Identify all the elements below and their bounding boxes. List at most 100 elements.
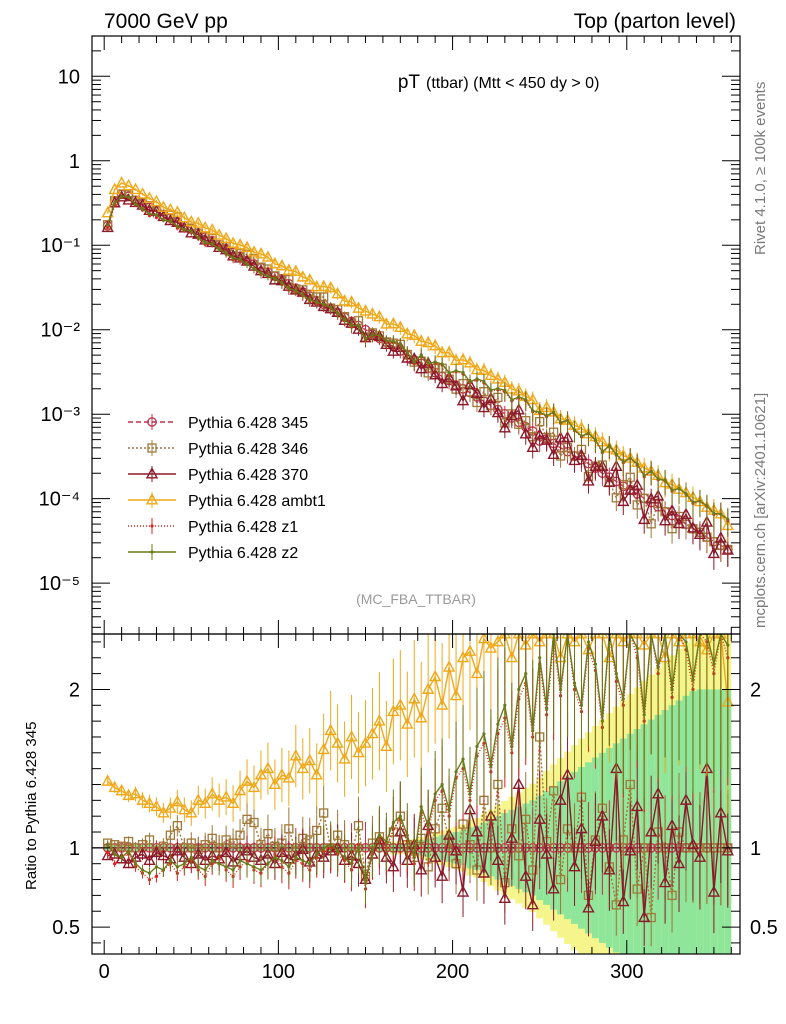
data-point (240, 240, 254, 253)
data-point (373, 309, 386, 322)
data-point (512, 403, 525, 415)
data-point (268, 256, 282, 269)
ratio-data-point (224, 865, 228, 869)
ratio-data-point (517, 687, 521, 692)
ratio-data-point (144, 835, 155, 845)
series-line (107, 182, 729, 526)
ratio-data-point (147, 871, 152, 875)
data-point (461, 370, 465, 375)
data-point (294, 288, 298, 293)
data-point (422, 335, 435, 348)
data-point (589, 459, 602, 472)
data-point (164, 213, 177, 226)
data-point (519, 427, 532, 439)
ratio-tick-label-right: 2 (750, 679, 761, 701)
data-point (408, 328, 421, 341)
ratio-data-point (331, 736, 344, 748)
data-point (164, 202, 177, 215)
ratio-data-point (322, 846, 326, 850)
ratio-data-point (324, 723, 337, 736)
ratio-data-point (233, 783, 247, 796)
data-point (331, 286, 344, 299)
ratio-data-point (442, 660, 456, 672)
ratio-data-point (691, 678, 695, 682)
ratio-data-point (435, 869, 449, 881)
legend-entry: Pythia 6.428 ambt1 (128, 492, 326, 510)
ratio-data-point (667, 890, 677, 901)
data-point (157, 200, 170, 212)
data-point (259, 271, 263, 275)
ratio-data-point (171, 844, 184, 856)
ratio-data-point (561, 768, 574, 780)
data-point (106, 223, 110, 227)
data-point (498, 421, 512, 433)
ratio-data-point (282, 771, 296, 783)
data-point (593, 438, 598, 442)
ratio-data-point (140, 868, 145, 872)
data-point (684, 491, 688, 496)
ratio-data-point (315, 852, 319, 856)
ratio-data-point (528, 865, 538, 875)
data-point (558, 420, 563, 424)
data-point (349, 323, 354, 328)
data-point (212, 228, 226, 240)
ratio-data-point (123, 836, 134, 847)
ratio-data-point (398, 814, 402, 818)
data-point (600, 450, 604, 454)
ratio-series-line (107, 634, 729, 883)
ratio-data-point (287, 865, 291, 869)
ratio-data-point (345, 729, 358, 742)
data-point (224, 251, 228, 255)
ratio-data-point (175, 865, 179, 869)
data-point (252, 267, 256, 271)
data-point (517, 395, 521, 399)
series-pythia-6-428-z2 (106, 195, 730, 537)
data-point (547, 447, 560, 460)
legend-label: Pythia 6.428 z2 (188, 545, 298, 562)
ratio-data-point (200, 840, 210, 850)
data-point (308, 298, 312, 302)
ratio-data-point (505, 650, 518, 663)
x-tick-label: 200 (436, 961, 469, 983)
ratio-data-point (419, 805, 423, 809)
data-point (428, 367, 442, 380)
ratio-data-point (150, 799, 163, 812)
ratio-data-point (182, 862, 186, 866)
ratio-data-point (192, 793, 205, 805)
ratio-data-point (721, 844, 734, 856)
data-point (280, 281, 284, 285)
data-point (548, 427, 559, 437)
data-point (199, 221, 212, 233)
ratio-data-point (231, 868, 235, 872)
data-point (670, 488, 674, 492)
data-point (175, 224, 179, 228)
data-point (449, 379, 463, 391)
ratio-data-point (672, 856, 686, 869)
ratio-data-point (147, 877, 152, 882)
data-point (656, 477, 660, 481)
y-tick-label: 10⁻² (41, 320, 81, 342)
ratio-data-point (380, 739, 393, 751)
data-point (384, 339, 388, 343)
data-point (614, 452, 618, 456)
data-point (579, 434, 584, 438)
y-tick-label: 1 (69, 151, 80, 173)
plot-title: pT (398, 72, 421, 93)
x-tick-label: 100 (262, 961, 295, 983)
data-point (266, 274, 270, 278)
data-point (108, 182, 121, 195)
ratio-data-point (440, 782, 444, 787)
ratio-data-point (360, 843, 371, 853)
ratio-data-point (384, 839, 388, 844)
ratio-data-point (589, 834, 602, 847)
data-point (336, 311, 340, 315)
ratio-data-point (310, 768, 323, 780)
data-point (322, 302, 326, 306)
data-point (282, 263, 296, 275)
ratio-tick-label-left: 0.5 (52, 917, 80, 939)
ratio-series-layer (101, 634, 734, 947)
ratio-series-line (107, 634, 729, 814)
data-point (226, 236, 240, 248)
ratio-data-point (618, 835, 628, 845)
data-point (426, 361, 430, 366)
